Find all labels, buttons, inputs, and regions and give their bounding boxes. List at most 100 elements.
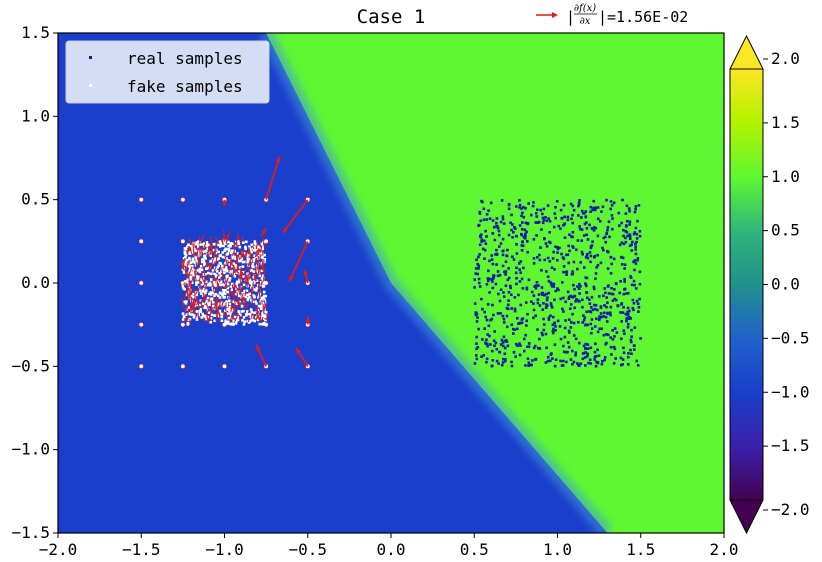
point-real bbox=[589, 346, 593, 350]
point-fake bbox=[229, 251, 233, 255]
gradient-stroke bbox=[248, 246, 252, 258]
point-fake bbox=[264, 294, 268, 298]
point-real bbox=[568, 233, 571, 237]
point-fake bbox=[261, 245, 264, 248]
point-real bbox=[629, 340, 633, 344]
point-fake bbox=[197, 277, 200, 281]
point-real bbox=[533, 285, 536, 288]
point-real bbox=[582, 344, 586, 348]
point-real bbox=[636, 363, 640, 367]
point-real bbox=[554, 289, 558, 293]
point-real bbox=[548, 219, 552, 223]
point-real bbox=[596, 330, 600, 334]
point-real bbox=[594, 277, 597, 281]
point-fake bbox=[228, 277, 232, 280]
point-real bbox=[480, 240, 483, 243]
point-real bbox=[486, 277, 490, 280]
point-real bbox=[489, 343, 492, 346]
gradient-stroke bbox=[213, 274, 216, 281]
point-fake bbox=[224, 240, 228, 243]
point-real bbox=[542, 207, 546, 211]
point-fake bbox=[226, 307, 229, 311]
legend-label-real: real samples bbox=[127, 49, 243, 68]
point-real bbox=[570, 295, 574, 299]
point-fake bbox=[205, 241, 209, 244]
point-fake bbox=[212, 304, 215, 308]
point-real bbox=[628, 223, 632, 226]
point-real bbox=[572, 321, 576, 325]
point-fake bbox=[201, 243, 204, 246]
point-real bbox=[532, 294, 536, 297]
point-real bbox=[638, 270, 642, 274]
point-fake bbox=[221, 292, 224, 296]
point-real bbox=[630, 283, 634, 287]
point-real bbox=[538, 347, 542, 350]
point-real bbox=[610, 262, 614, 266]
point-real bbox=[513, 296, 517, 299]
point-real bbox=[629, 338, 633, 342]
point-fake bbox=[253, 311, 256, 315]
point-real bbox=[615, 331, 619, 334]
gradient-stroke bbox=[261, 317, 264, 321]
point-fake bbox=[201, 282, 205, 285]
point-real bbox=[553, 298, 556, 302]
point-fake bbox=[192, 273, 196, 277]
point-real bbox=[571, 235, 574, 239]
point-real bbox=[544, 332, 548, 336]
point-fake bbox=[238, 245, 242, 249]
point-real bbox=[613, 288, 616, 291]
point-fake bbox=[252, 281, 256, 285]
point-real bbox=[554, 216, 558, 220]
point-real bbox=[637, 204, 641, 207]
point-fake bbox=[259, 281, 263, 284]
point-real bbox=[492, 276, 495, 280]
point-real bbox=[545, 292, 548, 296]
point-real bbox=[567, 295, 571, 299]
y-tick-label: 0.0 bbox=[21, 273, 50, 292]
x-tick-label: 1.0 bbox=[543, 540, 572, 559]
point-real bbox=[627, 317, 631, 320]
point-real bbox=[634, 252, 638, 256]
point-fake bbox=[223, 292, 227, 296]
point-fake bbox=[263, 314, 267, 317]
point-real bbox=[581, 252, 585, 256]
point-fake bbox=[224, 288, 227, 292]
point-fake bbox=[195, 275, 199, 278]
gradient-stroke bbox=[232, 246, 237, 257]
colorbar-tick-label: −0.5 bbox=[771, 328, 810, 347]
point-fake bbox=[208, 284, 212, 287]
point-fake bbox=[255, 269, 259, 273]
point-real bbox=[501, 215, 505, 218]
point-fake bbox=[240, 310, 244, 313]
point-fake bbox=[260, 242, 264, 246]
point-real bbox=[517, 293, 520, 297]
gradient-stroke bbox=[207, 297, 211, 303]
point-real bbox=[507, 207, 511, 211]
point-real bbox=[490, 254, 494, 257]
point-fake bbox=[204, 257, 207, 260]
point-real bbox=[534, 314, 537, 318]
gradient-stroke bbox=[187, 273, 191, 283]
point-fake bbox=[223, 242, 227, 246]
gradient-stroke bbox=[251, 245, 255, 250]
gradient-arrows bbox=[180, 156, 311, 367]
point-real bbox=[596, 217, 600, 221]
point-real bbox=[584, 215, 588, 218]
gradient-stroke bbox=[188, 290, 193, 300]
point-real bbox=[484, 315, 488, 319]
point-real bbox=[563, 215, 566, 219]
point-fake bbox=[195, 283, 198, 286]
point-real bbox=[541, 216, 545, 220]
point-fake bbox=[231, 270, 234, 273]
point-fake bbox=[230, 282, 234, 286]
point-real bbox=[581, 352, 585, 355]
point-real bbox=[609, 200, 613, 203]
point-fake bbox=[197, 249, 201, 253]
point-real bbox=[596, 234, 600, 238]
point-real bbox=[497, 229, 501, 233]
point-real bbox=[571, 204, 575, 208]
point-real bbox=[580, 239, 583, 242]
point-real bbox=[625, 319, 628, 323]
point-fake bbox=[192, 260, 195, 263]
point-real bbox=[619, 280, 622, 283]
